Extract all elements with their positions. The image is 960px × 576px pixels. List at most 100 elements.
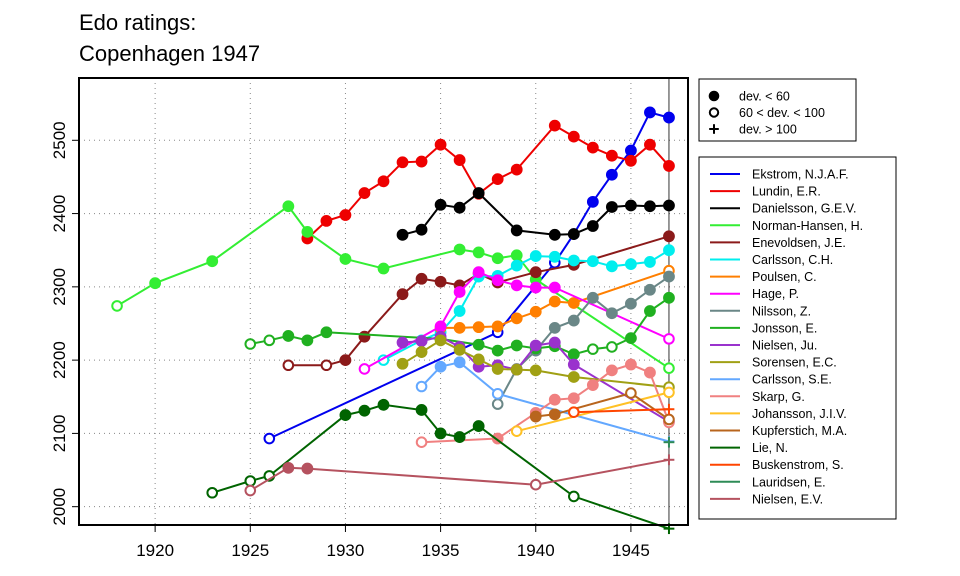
- point-marker: [605, 201, 618, 213]
- series-legend-label: Buskenstrom, S.: [752, 458, 844, 472]
- point-marker: [244, 484, 257, 497]
- point-marker: [396, 228, 409, 241]
- point-marker: [548, 228, 561, 241]
- point-marker: [548, 281, 561, 294]
- point-marker: [491, 398, 504, 410]
- point-marker: [358, 330, 371, 343]
- point-marker: [453, 321, 466, 334]
- point-marker: [358, 363, 371, 375]
- point-marker: [663, 454, 675, 466]
- point-marker: [206, 486, 219, 499]
- x-tick-label: 1940: [517, 541, 555, 560]
- point-marker: [548, 336, 561, 349]
- point-marker: [644, 256, 656, 268]
- point-marker: [491, 363, 504, 375]
- point-marker: [567, 392, 580, 405]
- point-marker: [244, 338, 257, 350]
- point-marker: [708, 90, 720, 102]
- point-marker: [377, 398, 390, 411]
- series-line: [268, 111, 670, 440]
- point-marker: [625, 154, 637, 167]
- series-legend-label: Lauridsen, E.: [752, 475, 826, 489]
- plot-frame: [78, 77, 689, 526]
- point-marker: [339, 209, 352, 221]
- series-legend-label: Skarp, G.: [752, 390, 805, 404]
- point-marker: [415, 346, 428, 358]
- series-group: [301, 119, 675, 245]
- point-marker: [434, 360, 447, 373]
- x-axis: 1920 1925 1930 1935 1940 1945: [136, 525, 650, 560]
- point-marker: [586, 141, 599, 154]
- marker-legend-box: [698, 78, 857, 142]
- point-marker: [586, 291, 599, 304]
- point-marker: [510, 249, 523, 262]
- point-marker: [301, 334, 314, 347]
- point-marker: [434, 275, 447, 288]
- point-marker: [605, 364, 618, 377]
- point-marker: [434, 320, 447, 333]
- point-marker: [605, 168, 618, 181]
- point-marker: [434, 138, 447, 151]
- point-marker: [434, 427, 447, 440]
- y-tick-label: 2300: [50, 268, 69, 306]
- point-marker: [510, 279, 523, 292]
- point-marker: [625, 332, 637, 345]
- point-marker: [529, 364, 542, 377]
- point-marker: [415, 404, 428, 416]
- point-marker: [339, 354, 352, 367]
- point-marker: [339, 409, 352, 421]
- point-marker: [434, 334, 447, 347]
- series-layer: [111, 106, 675, 535]
- series-legend-label: Enevoldsen, J.E.: [752, 236, 846, 250]
- point-marker: [529, 266, 542, 279]
- point-marker: [605, 307, 618, 320]
- x-tick-label: 1925: [231, 541, 269, 560]
- point-marker: [567, 371, 580, 383]
- point-marker: [453, 431, 466, 443]
- point-marker: [149, 277, 162, 290]
- point-marker: [548, 295, 561, 308]
- point-marker: [663, 386, 675, 399]
- point-marker: [453, 305, 466, 317]
- point-marker: [206, 255, 219, 268]
- point-marker: [472, 246, 485, 259]
- point-marker: [510, 425, 523, 438]
- point-marker: [644, 200, 656, 213]
- point-marker: [567, 228, 580, 240]
- point-marker: [529, 339, 542, 352]
- point-marker: [663, 291, 675, 304]
- point-marker: [453, 154, 466, 166]
- point-marker: [415, 380, 428, 393]
- point-marker: [663, 436, 675, 448]
- point-marker: [529, 478, 542, 491]
- point-marker: [472, 338, 485, 351]
- y-axis: 2000 2100 2200 2300 2400 2500: [50, 121, 79, 526]
- point-marker: [510, 363, 523, 376]
- chart-title-line-2: Copenhagen 1947: [79, 41, 260, 66]
- series-legend-label: Ekstrom, N.J.A.F.: [752, 168, 849, 182]
- point-marker: [567, 254, 580, 267]
- series-legend: Ekstrom, N.J.A.F. Lundin, E.R. Danielsson,…: [698, 156, 897, 520]
- point-marker: [282, 330, 295, 342]
- point-marker: [320, 214, 333, 227]
- point-marker: [663, 333, 675, 345]
- point-marker: [244, 475, 257, 487]
- point-marker: [282, 359, 295, 372]
- series-line: [496, 275, 670, 405]
- point-marker: [415, 335, 428, 347]
- series-group: [396, 187, 675, 241]
- marker-legend-label: dev. < 60: [739, 90, 790, 104]
- series-group: [358, 266, 675, 375]
- point-marker: [491, 274, 504, 287]
- point-marker: [453, 286, 466, 298]
- point-marker: [396, 156, 409, 169]
- series-legend-label: Norman-Hansen, H.: [752, 219, 863, 233]
- y-tick-label: 2500: [50, 121, 69, 159]
- point-marker: [586, 255, 599, 268]
- x-tick-label: 1920: [136, 541, 174, 560]
- point-marker: [625, 199, 637, 212]
- point-marker: [567, 130, 580, 143]
- marker-legend-label: dev. > 100: [739, 123, 797, 137]
- series-legend-label: Nielsen, E.V.: [752, 492, 823, 506]
- x-tick-label: 1935: [422, 541, 460, 560]
